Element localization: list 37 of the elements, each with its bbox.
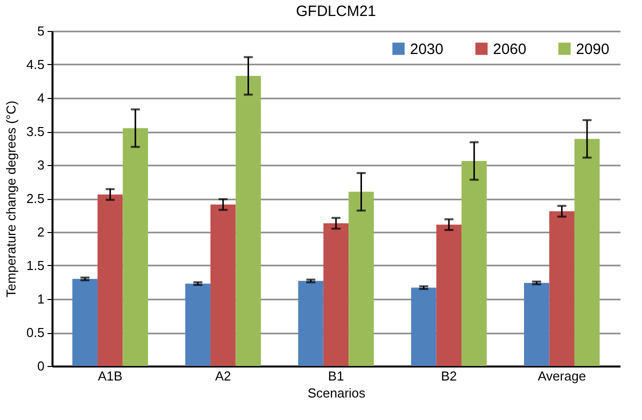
x-tick-label: A2 xyxy=(215,368,232,384)
y-tick-label: 0.5 xyxy=(26,325,44,340)
y-tick-label: 2 xyxy=(37,224,44,240)
bar xyxy=(210,204,236,366)
y-tick-label: 0 xyxy=(37,358,44,374)
bar xyxy=(323,223,349,366)
x-tick-label: A1B xyxy=(98,368,122,384)
legend-label: 2030 xyxy=(410,40,444,58)
bar xyxy=(298,280,324,366)
y-tick-label: 5 xyxy=(37,24,44,38)
bar xyxy=(574,138,600,366)
bar xyxy=(122,128,148,366)
y-tick-label: 4 xyxy=(37,90,44,106)
bar xyxy=(98,194,123,366)
y-axis-title: Temperature change degrees (°C) xyxy=(3,100,18,298)
y-tick-label: 4.5 xyxy=(26,57,44,72)
legend-label: 2060 xyxy=(493,40,526,58)
y-tick-label: 3 xyxy=(37,158,44,172)
bar xyxy=(524,282,550,366)
bar xyxy=(348,192,374,366)
x-tick-label: B2 xyxy=(440,368,457,384)
bar xyxy=(72,278,98,366)
y-tick-label: 1.5 xyxy=(26,258,44,273)
bar xyxy=(185,284,210,366)
chart-title: GFDLCM21 xyxy=(296,3,376,20)
x-axis-title: Scenarios xyxy=(308,386,366,400)
x-tick-label: B1 xyxy=(328,368,344,384)
bar xyxy=(411,288,436,366)
bar xyxy=(236,76,261,366)
bar xyxy=(549,211,574,366)
x-tick-label: Average xyxy=(538,368,586,384)
y-tick-label: 2.5 xyxy=(26,191,44,206)
legend-label: 2090 xyxy=(576,40,610,58)
bar xyxy=(436,224,462,366)
y-tick-label: 1 xyxy=(37,292,44,306)
y-tick-label: 3.5 xyxy=(26,124,44,139)
bar xyxy=(462,160,487,366)
